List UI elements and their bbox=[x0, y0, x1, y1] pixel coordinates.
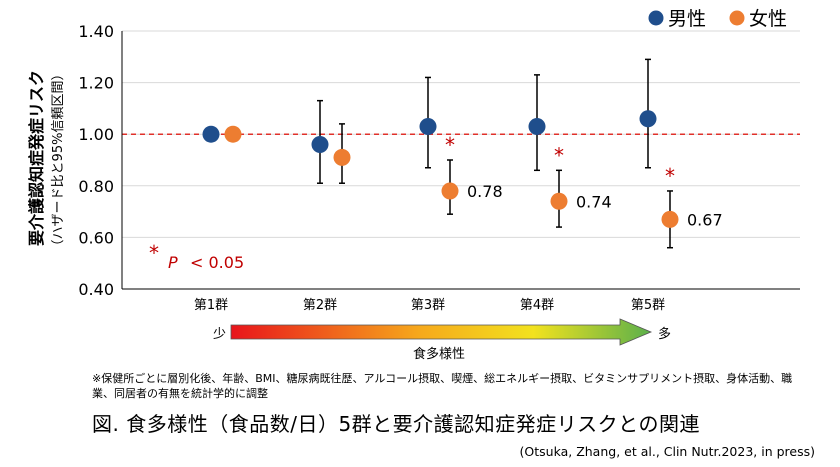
x-tick-label: 第2群 bbox=[303, 298, 337, 313]
male-data-point bbox=[202, 125, 220, 143]
data-label: 0.67 bbox=[687, 210, 723, 229]
female-data-point bbox=[550, 192, 568, 210]
significance-legend-p: P bbox=[168, 253, 178, 272]
data-points bbox=[202, 110, 679, 228]
y-axis-label-group: 要介護認知症発症リスク （ハザード比と95%信頼区間） bbox=[27, 68, 66, 253]
female-legend-label: 女性 bbox=[749, 8, 787, 30]
x-tick-labels: 第1群 第2群 第3群 第4群 第5群 bbox=[194, 298, 665, 313]
female-legend-marker bbox=[729, 10, 745, 26]
male-legend-label: 男性 bbox=[668, 8, 706, 30]
y-tick-label: 1.20 bbox=[78, 74, 114, 93]
male-data-point bbox=[419, 117, 437, 135]
annotations: 0.78 * 0.74 * 0.67 * * P < 0.05 bbox=[149, 133, 723, 272]
y-tick-label: 1.40 bbox=[78, 22, 114, 41]
arrow-caption: 食多様性 bbox=[413, 346, 465, 362]
significance-star: * bbox=[554, 143, 564, 167]
significance-star: * bbox=[665, 164, 675, 188]
male-data-point bbox=[311, 136, 329, 154]
female-data-point bbox=[661, 210, 679, 228]
data-label: 0.78 bbox=[467, 182, 503, 201]
y-tick-label: 0.60 bbox=[78, 228, 114, 247]
y-tick-label: 0.40 bbox=[78, 280, 114, 299]
significance-legend-star: * bbox=[149, 241, 159, 265]
y-axis-label: 要介護認知症発症リスク bbox=[27, 70, 46, 246]
legend: 男性 女性 bbox=[648, 8, 787, 30]
female-data-point bbox=[333, 148, 351, 166]
figure-title: 図. 食多様性（食品数/日）5群と要介護認知症発症リスクとの関連 bbox=[92, 412, 700, 436]
x-tick-label: 第5群 bbox=[631, 298, 665, 313]
male-data-point bbox=[639, 110, 657, 128]
x-tick-label: 第1群 bbox=[194, 298, 228, 313]
footnote: ※保健所ごとに層別化後、年齢、BMI、糖尿病既往歴、アルコール摂取、喫煙、総エネ… bbox=[92, 372, 793, 400]
significance-star: * bbox=[445, 133, 455, 157]
y-tick-labels: 0.40 0.60 0.80 1.00 1.20 1.40 bbox=[78, 22, 114, 299]
axes bbox=[121, 31, 800, 290]
y-axis-sublabel: （ハザード比と95%信頼区間） bbox=[51, 68, 66, 253]
citation: (Otsuka, Zhang, et al., Clin Nutr.2023, … bbox=[519, 444, 815, 459]
male-data-point bbox=[528, 117, 546, 135]
significance-legend-text: < 0.05 bbox=[190, 253, 244, 272]
arrow-left-label: 少 bbox=[213, 327, 226, 342]
y-tick-label: 0.80 bbox=[78, 177, 114, 196]
female-data-point bbox=[441, 182, 459, 200]
x-tick-label: 第3群 bbox=[411, 298, 445, 313]
male-legend-marker bbox=[648, 10, 664, 26]
female-data-point bbox=[224, 125, 242, 143]
error-bars bbox=[317, 58, 673, 249]
diversity-gradient-arrow bbox=[230, 318, 653, 346]
x-tick-label: 第4群 bbox=[520, 298, 554, 313]
arrow-right-label: 多 bbox=[658, 326, 671, 342]
data-label: 0.74 bbox=[576, 192, 612, 211]
y-tick-label: 1.00 bbox=[78, 125, 114, 144]
